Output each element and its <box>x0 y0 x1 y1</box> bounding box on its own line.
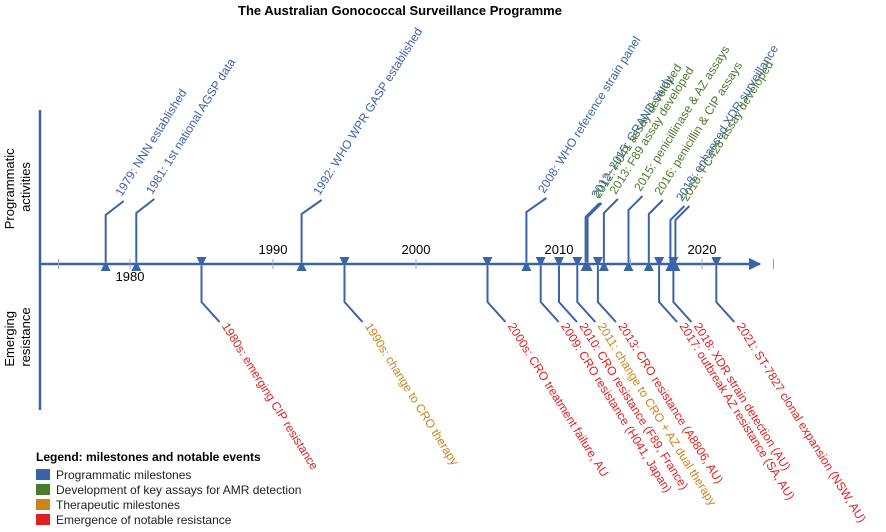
decade-label-2020: 2020 <box>688 242 717 257</box>
event-connector <box>535 257 560 323</box>
axis-label-bottom-line1: Emerging <box>2 311 17 367</box>
event-label: 1990s: change to CRO therapy <box>362 320 462 468</box>
legend-title: Legend: milestones and notable events <box>36 450 261 464</box>
event-1980s-emerging-cip-resistance: 1980s: emerging CIP resistance <box>196 257 321 472</box>
legend-swatch <box>36 514 50 525</box>
svg-text:Emerging resistance: Emerging resistance <box>2 307 33 366</box>
event-connector <box>643 199 664 271</box>
event-1992-who-wpr-gasp-established: 1992: WHO WPR GASP established <box>296 25 425 271</box>
axis-label-resistance: Emerging resistance <box>2 307 33 366</box>
event-connector <box>100 200 125 271</box>
event-connector <box>592 257 617 323</box>
event-connector <box>196 257 221 323</box>
event-2010-cro-resistance-f89-france: 2010: CRO resistance (F89, France) <box>554 257 691 492</box>
event-connector <box>598 198 619 271</box>
diagram-title: The Australian Gonococcal Surveillance P… <box>238 3 562 18</box>
event-1990s-change-to-cro-therapy: 1990s: change to CRO therapy <box>339 257 462 468</box>
event-connector <box>623 195 644 271</box>
event-connector <box>482 257 507 323</box>
legend-label: Programmatic milestones <box>56 467 192 482</box>
event-connector <box>521 197 547 271</box>
legend-swatch <box>36 499 50 510</box>
legend-swatch <box>36 484 50 495</box>
legend-item-therapeutic: Therapeutic milestones <box>36 497 301 512</box>
event-connector <box>572 257 597 323</box>
svg-text:Programmatic activities: Programmatic activities <box>2 145 33 230</box>
event-label: 1992: WHO WPR GASP established <box>310 25 425 197</box>
event-connector <box>665 205 686 271</box>
event-1979-nnn-established: 1979: NNN established <box>100 87 190 271</box>
decade-labels: 1980 1990 2000 2010 2020 <box>116 242 717 284</box>
event-connector <box>131 198 155 271</box>
decade-label-1980: 1980 <box>116 269 145 284</box>
event-connector <box>580 202 601 271</box>
legend-label: Therapeutic milestones <box>56 497 181 512</box>
axis-label-programmatic: Programmatic activities <box>2 145 33 230</box>
legend-label: Emergence of notable resistance <box>56 512 232 527</box>
event-connector <box>654 257 678 323</box>
event-connector <box>296 199 323 271</box>
legend-label: Development of key assays for AMR detect… <box>56 482 302 497</box>
decade-label-2000: 2000 <box>402 242 431 257</box>
event-connector <box>554 257 578 323</box>
resistance-events: 1980s: emerging CIP resistance 1990s: cha… <box>196 257 869 525</box>
decade-label-1990: 1990 <box>259 242 288 257</box>
event-1981-1st-national-agsp-data: 1981: 1st national AGSP data <box>131 56 238 271</box>
axis-label-bottom-line2: resistance <box>18 307 33 366</box>
axis-label-top-line1: Programmatic <box>2 148 17 229</box>
legend-item-programmatic: Programmatic milestones <box>36 467 301 482</box>
decade-label-2010: 2010 <box>545 242 574 257</box>
event-connector <box>668 257 693 323</box>
legend-swatch <box>36 469 50 480</box>
legend-items: Programmatic milestones Development of ke… <box>36 467 301 527</box>
event-connector <box>670 205 691 271</box>
legend-item-resistance: Emergence of notable resistance <box>36 512 301 527</box>
event-connector <box>711 257 736 323</box>
event-connector <box>339 257 364 323</box>
axis-label-top-line2: activities <box>18 162 33 212</box>
legend: Legend: milestones and notable events Pr… <box>36 450 301 527</box>
event-connector <box>582 202 603 271</box>
legend-item-assay: Development of key assays for AMR detect… <box>36 482 301 497</box>
